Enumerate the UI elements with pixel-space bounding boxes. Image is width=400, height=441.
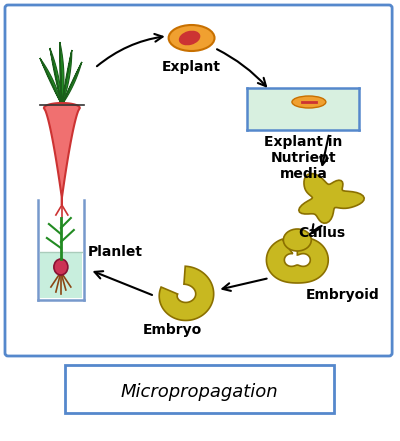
Ellipse shape: [283, 229, 311, 251]
Text: Embryo: Embryo: [143, 323, 202, 337]
Ellipse shape: [292, 96, 326, 108]
Text: Micropropagation: Micropropagation: [121, 383, 278, 401]
Ellipse shape: [54, 259, 68, 275]
Polygon shape: [40, 252, 82, 298]
Ellipse shape: [169, 25, 214, 51]
Text: Callus: Callus: [299, 226, 346, 240]
Polygon shape: [60, 42, 64, 105]
Polygon shape: [50, 48, 62, 105]
FancyBboxPatch shape: [248, 88, 359, 130]
Polygon shape: [266, 237, 328, 283]
Polygon shape: [44, 103, 80, 205]
FancyBboxPatch shape: [5, 5, 392, 356]
Text: Explant: Explant: [162, 60, 221, 74]
FancyBboxPatch shape: [65, 365, 334, 413]
Polygon shape: [40, 58, 62, 105]
Polygon shape: [62, 50, 72, 105]
Text: Explant in
Nutrient
media: Explant in Nutrient media: [264, 135, 342, 181]
Polygon shape: [62, 62, 82, 105]
Text: Planlet: Planlet: [88, 245, 143, 259]
Ellipse shape: [179, 31, 200, 45]
Text: Embryoid: Embryoid: [305, 288, 379, 302]
Polygon shape: [299, 174, 364, 223]
Polygon shape: [159, 266, 214, 321]
